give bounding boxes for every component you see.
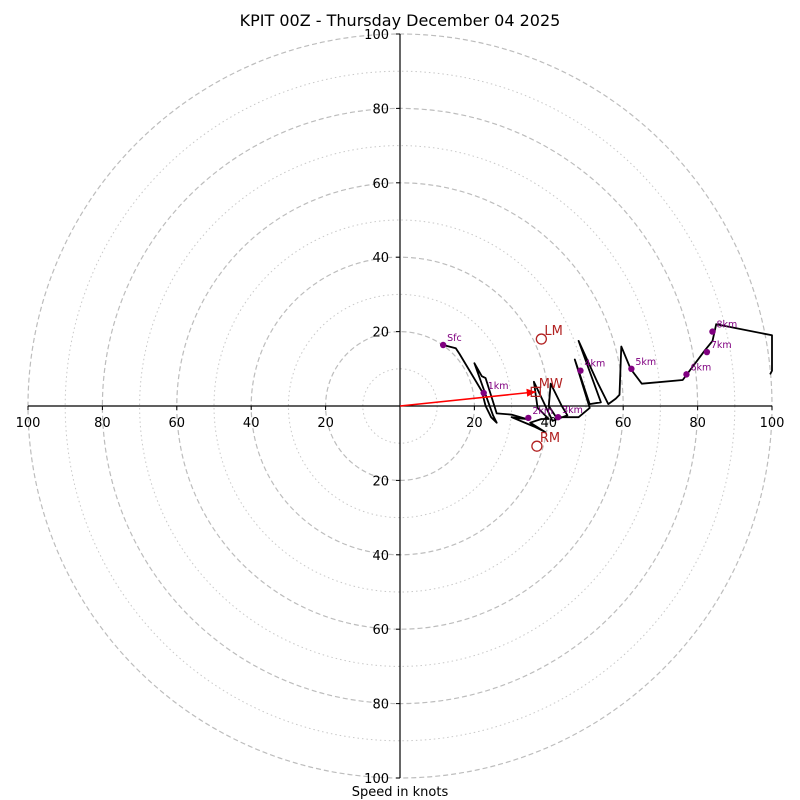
hodograph-line <box>442 323 773 433</box>
storm-label-RM: RM <box>540 431 560 446</box>
x-tick-label: 80 <box>689 416 706 431</box>
y-tick-label: 100 <box>364 28 389 43</box>
height-label-Sfc: Sfc <box>447 333 462 344</box>
storm-motion-points: LM MW RM <box>530 324 563 452</box>
y-tick-label: 20 <box>372 326 389 341</box>
height-label-5km: 5km <box>635 357 656 368</box>
y-tick-label: 80 <box>372 698 389 713</box>
x-tick-label: 20 <box>466 416 483 431</box>
height-label-4km: 4km <box>584 359 605 370</box>
height-label-7km: 7km <box>711 340 732 351</box>
storm-point-RM <box>531 440 543 452</box>
height-marker-4km <box>577 367 584 374</box>
height-marker-2km <box>525 414 532 422</box>
y-tick-label: 60 <box>372 177 389 192</box>
chart-title: KPIT 00Z - Thursday December 04 2025 <box>240 11 561 30</box>
height-label-6km: 6km <box>690 362 711 373</box>
height-marker-5km <box>628 365 635 372</box>
x-tick-label: 40 <box>243 416 260 431</box>
storm-label-MW: MW <box>539 377 563 392</box>
height-marker-8km <box>709 328 716 335</box>
height-marker-3km <box>554 413 562 421</box>
height-marker-7km <box>703 348 711 356</box>
height-marker-1km <box>480 389 487 397</box>
y-tick-label: 40 <box>372 549 389 564</box>
x-tick-label: 60 <box>615 416 632 431</box>
storm-label-LM: LM <box>544 324 562 339</box>
y-tick-label: 100 <box>364 772 389 787</box>
x-tick-label: 100 <box>16 416 41 431</box>
hodograph-trace-group <box>442 323 773 433</box>
height-label-2km: 2km <box>532 406 553 417</box>
x-axis-label: Speed in knots <box>352 785 449 800</box>
y-tick-label: 40 <box>372 251 389 266</box>
x-tick-label: 60 <box>169 416 186 431</box>
x-tick-label: 20 <box>317 416 334 431</box>
y-tick-label: 60 <box>372 623 389 638</box>
tick-labels: 100 80 60 40 20 20 40 60 80 100100806040202040608… <box>16 28 785 787</box>
height-label-3km: 3km <box>562 405 583 416</box>
x-tick-label: 80 <box>94 416 111 431</box>
storm-point-LM <box>535 333 548 345</box>
height-label-8km: 8km <box>716 320 737 331</box>
y-tick-label: 20 <box>372 474 389 489</box>
storm-motion-vector-group <box>399 388 536 407</box>
height-label-1km: 1km <box>488 381 509 392</box>
x-tick-label: 100 <box>760 416 785 431</box>
y-tick-label: 80 <box>372 102 389 117</box>
storm-point-MW <box>530 386 541 398</box>
storm-motion-vector <box>399 391 536 407</box>
height-marker-6km <box>683 371 690 378</box>
height-marker-Sfc <box>439 341 447 349</box>
